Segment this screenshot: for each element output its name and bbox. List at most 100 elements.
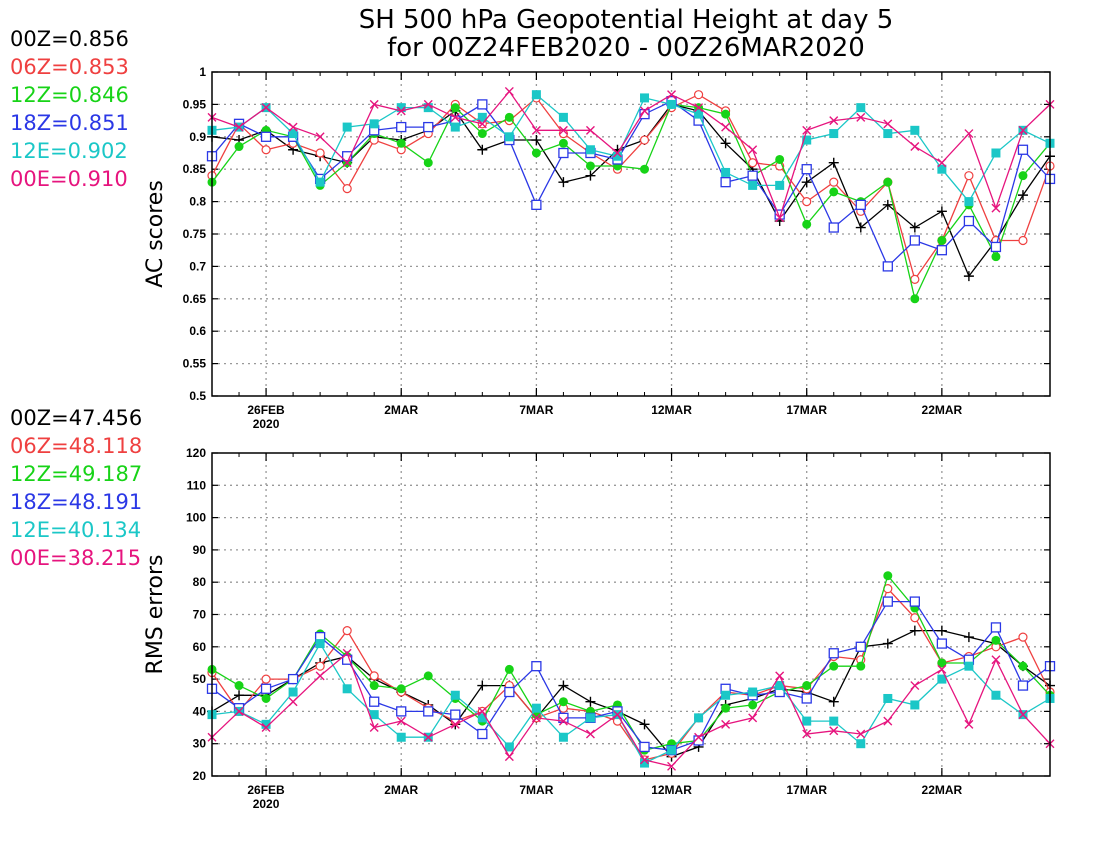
data-point-12e <box>910 125 920 135</box>
data-point-12e <box>991 690 1001 700</box>
data-point-00e <box>910 681 920 691</box>
data-point-00e <box>369 99 379 109</box>
data-point-12z <box>829 187 839 197</box>
x-tick-label: 17MAR <box>786 403 827 417</box>
data-point-00e <box>937 158 947 168</box>
data-point-00z <box>882 638 893 649</box>
data-point-00e <box>477 706 487 716</box>
data-point-06z <box>1018 235 1028 246</box>
legend-entry-12e: 12E=40.134 <box>10 518 141 542</box>
data-point-06z <box>342 184 352 194</box>
data-point-00z <box>531 135 542 146</box>
data-point-12e <box>856 739 866 749</box>
series-line-06z <box>211 93 1051 281</box>
data-point-06z <box>369 671 379 681</box>
data-point-12e <box>531 90 541 100</box>
data-point-12z <box>504 664 514 674</box>
data-point-00e <box>694 103 704 113</box>
data-point-12e <box>504 742 514 752</box>
data-point-18z <box>909 235 920 246</box>
x-tick-sublabel: 2020 <box>253 417 280 431</box>
data-point-18z <box>882 596 893 607</box>
data-point-18z <box>531 661 542 672</box>
y-tick-label: 0.95 <box>183 97 207 111</box>
data-point-12e <box>910 700 920 710</box>
y-tick-label: 70 <box>193 608 207 622</box>
data-point-12e <box>829 716 839 726</box>
chart-panel-1: 0.5 0.55 0.6 0.65 0.7 0.75 0.8 0.85 0.9 0.95 1 26FE… <box>10 27 1056 431</box>
data-point-00z <box>963 271 974 282</box>
y-tick-label: 1 <box>199 65 206 79</box>
series-line-00z <box>211 103 1051 278</box>
data-point-12e <box>585 145 595 155</box>
y-tick-label: 0.75 <box>183 227 207 241</box>
legend-entry-12e: 12E=0.902 <box>10 139 128 163</box>
data-point-18z <box>855 641 866 652</box>
data-point-00e <box>585 729 595 739</box>
data-point-18z <box>450 709 461 720</box>
y-tick-label: 0.6 <box>189 324 206 338</box>
data-point-18z <box>801 164 812 175</box>
data-point-12e <box>342 122 352 132</box>
data-point-00e <box>1018 125 1028 135</box>
data-point-12z <box>234 142 244 152</box>
data-point-18z <box>558 147 569 159</box>
data-point-06z <box>315 661 325 671</box>
data-point-00z <box>963 632 974 643</box>
data-point-12z <box>234 681 244 691</box>
data-point-18z <box>990 622 1002 633</box>
y-tick-label: 20 <box>193 769 207 783</box>
data-point-18z <box>558 712 569 724</box>
data-point-18z <box>423 121 434 133</box>
data-point-12e <box>748 687 758 697</box>
data-point-00e <box>856 729 866 739</box>
data-point-00e <box>234 122 244 132</box>
legend-entry-12z: 12Z=49.187 <box>10 462 142 486</box>
data-point-06z <box>748 158 758 168</box>
series-line-12e <box>211 642 1051 764</box>
data-point-00e <box>612 710 622 720</box>
data-point-00e <box>640 755 650 765</box>
data-point-00e <box>883 119 893 129</box>
chart-title-line1: SH 500 hPa Geopotential Height at day 5 <box>359 5 894 35</box>
data-point-00e <box>531 713 541 723</box>
data-point-06z <box>910 613 920 623</box>
legend-entry-00e: 00E=38.215 <box>10 546 141 570</box>
data-point-00e <box>829 116 839 126</box>
data-point-12e <box>748 180 758 190</box>
x-tick-label: 26FEB <box>247 783 285 797</box>
data-point-00e <box>450 719 460 729</box>
data-point-12e <box>883 129 893 139</box>
y-tick-label: 60 <box>193 640 207 654</box>
data-point-00z <box>936 206 947 217</box>
data-point-06z <box>342 626 352 636</box>
data-point-00z <box>828 157 839 168</box>
data-point-00e <box>802 729 812 739</box>
data-point-00e <box>396 106 406 116</box>
x-tick-label: 22MAR <box>922 403 963 417</box>
data-point-12z <box>721 109 731 119</box>
data-point-12z <box>423 671 433 681</box>
y-tick-label: 0.65 <box>183 292 207 306</box>
x-tick-sublabel: 2020 <box>253 797 280 811</box>
y-tick-label: 80 <box>193 575 207 589</box>
data-point-00e <box>964 129 974 139</box>
y-tick-label: 100 <box>186 511 206 525</box>
legend-entry-06z: 06Z=48.118 <box>10 434 142 458</box>
data-point-06z <box>829 177 839 187</box>
data-point-00z <box>801 177 812 188</box>
data-point-00e <box>694 732 704 742</box>
data-point-12z <box>910 294 920 304</box>
y-axis-label: RMS errors <box>143 555 168 675</box>
legend-entry-00z: 00Z=47.456 <box>10 406 142 430</box>
y-tick-label: 30 <box>193 737 207 751</box>
data-point-18z <box>396 706 407 717</box>
y-tick-label: 50 <box>193 672 207 686</box>
data-point-18z <box>342 151 353 162</box>
data-point-12z <box>829 661 839 671</box>
legend-entry-18z: 18Z=0.851 <box>10 111 129 135</box>
data-point-12e <box>369 710 379 720</box>
data-point-18z <box>936 245 948 256</box>
series-line-00e <box>211 90 1051 220</box>
data-point-00e <box>667 761 677 771</box>
